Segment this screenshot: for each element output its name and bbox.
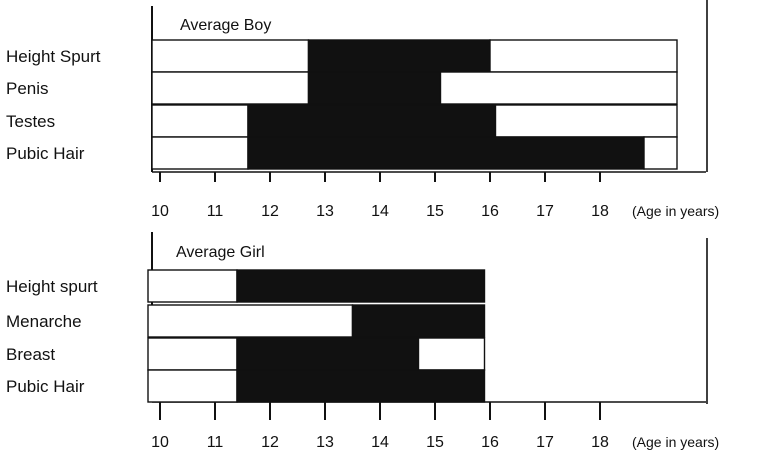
boy-x-axis-label: (Age in years) <box>632 203 719 219</box>
boy-x-tick-label-7: 17 <box>536 203 554 220</box>
boy-x-tick-label-4: 14 <box>371 203 389 220</box>
boy-row-label-0: Height Spurt <box>6 47 101 66</box>
boy-x-tick-label-1: 11 <box>207 203 224 220</box>
girl-bar-open-2 <box>147 337 238 371</box>
girl-x-axis-label: (Age in years) <box>632 434 719 450</box>
boy-x-tick-label-0: 10 <box>151 203 169 220</box>
girl-x-tick-label-8: 18 <box>591 434 609 451</box>
girl-row-label-2: Breast <box>6 345 55 364</box>
girl-chart-title: Average Girl <box>176 244 265 261</box>
girl-x-tick-label-5: 15 <box>426 434 444 451</box>
girl-x-tick-label-3: 13 <box>316 434 334 451</box>
girl-bar-open-0 <box>147 269 238 303</box>
boy-x-tick-label-3: 13 <box>316 203 334 220</box>
boy-x-tick-label-2: 12 <box>261 203 279 220</box>
girl-bar-open-3 <box>147 369 238 403</box>
girl-x-tick-label-4: 14 <box>371 434 389 451</box>
girl-bar-filled-1 <box>351 304 486 338</box>
boy-bar-open-3 <box>151 136 249 170</box>
boy-bar-filled-3 <box>247 136 645 170</box>
girl-row-label-3: Pubic Hair <box>6 377 85 396</box>
boy-bar-trailing-2 <box>494 104 678 138</box>
girl-bar-open-1 <box>147 304 354 338</box>
boy-x-tick-label-6: 16 <box>481 203 499 220</box>
boy-bar-filled-0 <box>307 39 491 73</box>
girl-x-tick-label-0: 10 <box>151 434 169 451</box>
boy-chart-title: Average Boy <box>180 17 271 34</box>
boy-bar-filled-1 <box>307 71 442 105</box>
boy-bar-open-0 <box>151 39 310 73</box>
girl-x-tick-label-6: 16 <box>481 434 499 451</box>
girl-bar-trailing-2 <box>417 337 486 371</box>
girl-x-tick-label-7: 17 <box>536 434 554 451</box>
boy-bar-trailing-3 <box>643 136 678 170</box>
boy-x-tick-label-5: 15 <box>426 203 444 220</box>
girl-x-tick-label-1: 11 <box>207 434 224 451</box>
girl-bar-filled-2 <box>236 337 420 371</box>
girl-bar-filled-0 <box>236 269 486 303</box>
boy-bar-open-1 <box>151 71 310 105</box>
girl-row-label-1: Menarche <box>6 312 82 331</box>
boy-bar-open-2 <box>151 104 249 138</box>
boy-bar-trailing-0 <box>489 39 678 73</box>
girl-row-label-0: Height spurt <box>6 277 98 296</box>
boy-row-label-3: Pubic Hair <box>6 144 85 163</box>
boy-bar-trailing-1 <box>439 71 678 105</box>
girl-bar-filled-3 <box>236 369 486 403</box>
girl-x-tick-label-2: 12 <box>261 434 279 451</box>
boy-row-label-2: Testes <box>6 112 55 131</box>
boy-bar-filled-2 <box>247 104 497 138</box>
boy-x-tick-label-8: 18 <box>591 203 609 220</box>
boy-row-label-1: Penis <box>6 79 49 98</box>
